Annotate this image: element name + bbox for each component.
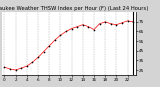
- Point: [59, 35, 62, 36]
- Point: [42, 51, 45, 52]
- Point: [37, 57, 39, 58]
- Point: [126, 20, 129, 22]
- Point: [20, 67, 22, 69]
- Point: [121, 22, 123, 23]
- Point: [65, 31, 67, 32]
- Point: [53, 39, 56, 41]
- Point: [31, 62, 34, 63]
- Point: [48, 45, 51, 47]
- Point: [70, 28, 73, 29]
- Point: [25, 65, 28, 67]
- Text: Milwaukee Weather THSW Index per Hour (F) (Last 24 Hours): Milwaukee Weather THSW Index per Hour (F…: [0, 6, 148, 11]
- Point: [81, 24, 84, 25]
- Point: [98, 23, 101, 24]
- Point: [76, 26, 79, 27]
- Point: [109, 23, 112, 24]
- Point: [9, 68, 11, 70]
- Point: [115, 24, 118, 25]
- Point: [14, 69, 17, 71]
- Point: [3, 66, 6, 68]
- Point: [132, 21, 134, 23]
- Point: [93, 29, 95, 30]
- Point: [104, 21, 107, 23]
- Point: [87, 26, 90, 27]
